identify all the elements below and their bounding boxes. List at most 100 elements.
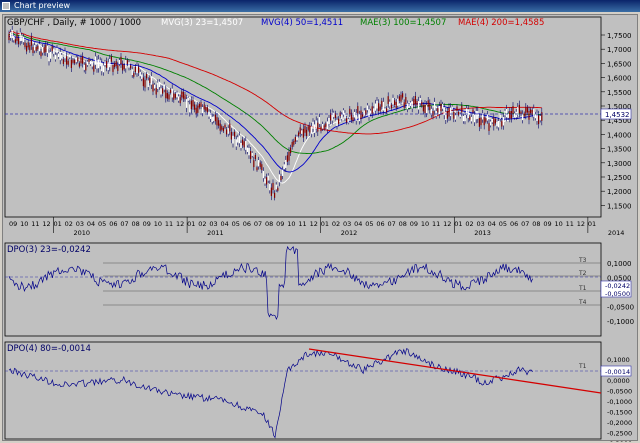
candle-body xyxy=(250,151,252,160)
candle-body xyxy=(235,139,237,147)
candle-body xyxy=(248,147,250,156)
ma1-label: MVG(3) 23=1,4507 xyxy=(161,18,243,28)
candle-body xyxy=(83,64,85,70)
candle-body xyxy=(525,107,527,116)
candle-body xyxy=(48,52,50,62)
candle-body xyxy=(178,96,180,101)
candle-body xyxy=(387,96,389,104)
dpo3-levels: T3 T2 T1 T4 xyxy=(5,257,601,306)
candle-body xyxy=(120,56,122,65)
month-tick: 06 xyxy=(109,220,117,228)
candle-body xyxy=(294,137,296,142)
candle-body xyxy=(416,101,418,106)
price-tick-label: 1,2000 xyxy=(607,188,632,196)
candle-body xyxy=(45,44,47,53)
candle-body xyxy=(496,121,498,127)
month-tick: 07 xyxy=(120,220,128,228)
ma3-label: MAE(3) 100=1,4507 xyxy=(360,18,446,28)
price-tick-label: 1,7000 xyxy=(607,46,632,54)
candle-body xyxy=(386,108,388,113)
candle-body xyxy=(264,178,266,184)
dpo3-series xyxy=(8,245,533,321)
candle-body xyxy=(245,140,247,150)
candle-body xyxy=(181,91,183,98)
price-tick-label: 1,1500 xyxy=(607,202,632,210)
price-tick-label: 1,7500 xyxy=(607,32,632,40)
candle-body xyxy=(96,60,98,69)
month-tick: 12 xyxy=(577,220,585,228)
candle-body xyxy=(403,102,405,108)
candle-body xyxy=(296,136,298,141)
candle-body xyxy=(165,89,167,99)
candle-body xyxy=(362,113,364,117)
dpo4-tick-label: -0,1000 xyxy=(607,398,632,406)
candle-body xyxy=(509,111,511,119)
candle-body xyxy=(480,117,482,126)
candle-body xyxy=(334,113,336,119)
month-tick: 04 xyxy=(354,220,362,228)
moving-average-lines xyxy=(8,30,542,184)
candle-body xyxy=(21,35,23,41)
month-tick: 07 xyxy=(521,220,529,228)
candle-body xyxy=(11,29,13,39)
candle-body xyxy=(355,112,357,121)
candle-body xyxy=(134,66,136,72)
candle-body xyxy=(437,107,439,113)
candle-body xyxy=(421,101,423,106)
candle-body xyxy=(533,108,535,117)
candle-body xyxy=(512,105,514,114)
dpo3-tick-label: 0,0500 xyxy=(607,275,632,283)
candle-body xyxy=(453,111,455,119)
candle-body xyxy=(269,183,271,191)
candle-body xyxy=(506,108,508,118)
candle-body xyxy=(376,100,378,109)
candle-body xyxy=(53,48,55,54)
month-tick: 02 xyxy=(465,220,473,228)
candle-body xyxy=(186,99,188,108)
candle-body xyxy=(277,187,279,191)
candle-body xyxy=(344,112,346,119)
candle-body xyxy=(18,38,20,45)
candle-body xyxy=(365,110,367,115)
candle-body xyxy=(366,105,368,111)
candle-body xyxy=(86,61,88,66)
candle-body xyxy=(318,117,320,124)
candle-body xyxy=(144,79,146,88)
trendline[interactable] xyxy=(308,348,602,394)
candle-body xyxy=(206,107,208,113)
candle-body xyxy=(91,61,93,67)
candle-body xyxy=(211,116,213,122)
month-tick: 12 xyxy=(176,220,184,228)
candle-body xyxy=(10,32,12,38)
candle-body xyxy=(229,123,231,132)
candle-body xyxy=(510,111,512,119)
candle-body xyxy=(338,118,340,124)
candle-body xyxy=(357,106,359,114)
candle-body xyxy=(477,111,479,119)
candle-body xyxy=(214,114,216,122)
candle-body xyxy=(27,42,29,48)
candle-body xyxy=(98,59,100,69)
month-tick: 09 xyxy=(143,220,151,228)
chart-canvas[interactable]: 1,75001,70001,65001,60001,55001,50001,45… xyxy=(3,15,639,442)
month-tick: 03 xyxy=(477,220,485,228)
candle-body xyxy=(485,118,487,122)
month-tick: 06 xyxy=(510,220,518,228)
dpo3-title: DPO(3) 23=-0,0242 xyxy=(7,245,91,255)
candle-body xyxy=(299,127,301,134)
candle-body xyxy=(302,128,304,138)
price-tick-label: 1,3000 xyxy=(607,160,632,168)
month-tick: 09 xyxy=(543,220,551,228)
candle-body xyxy=(493,117,495,127)
candle-body xyxy=(354,111,356,118)
chart-area[interactable]: 1,7500 1,7000 1,6500 1,6000 1,5500 1,5000 1,45… xyxy=(2,14,639,442)
candle-body xyxy=(315,120,317,129)
year-label: 2013 xyxy=(474,229,491,237)
candle-body xyxy=(40,51,42,57)
candle-body xyxy=(19,32,21,42)
candle-body xyxy=(82,56,84,64)
candle-body xyxy=(504,110,506,116)
ma3-line xyxy=(8,32,542,154)
candle-body xyxy=(141,74,143,79)
candle-body xyxy=(171,88,173,98)
